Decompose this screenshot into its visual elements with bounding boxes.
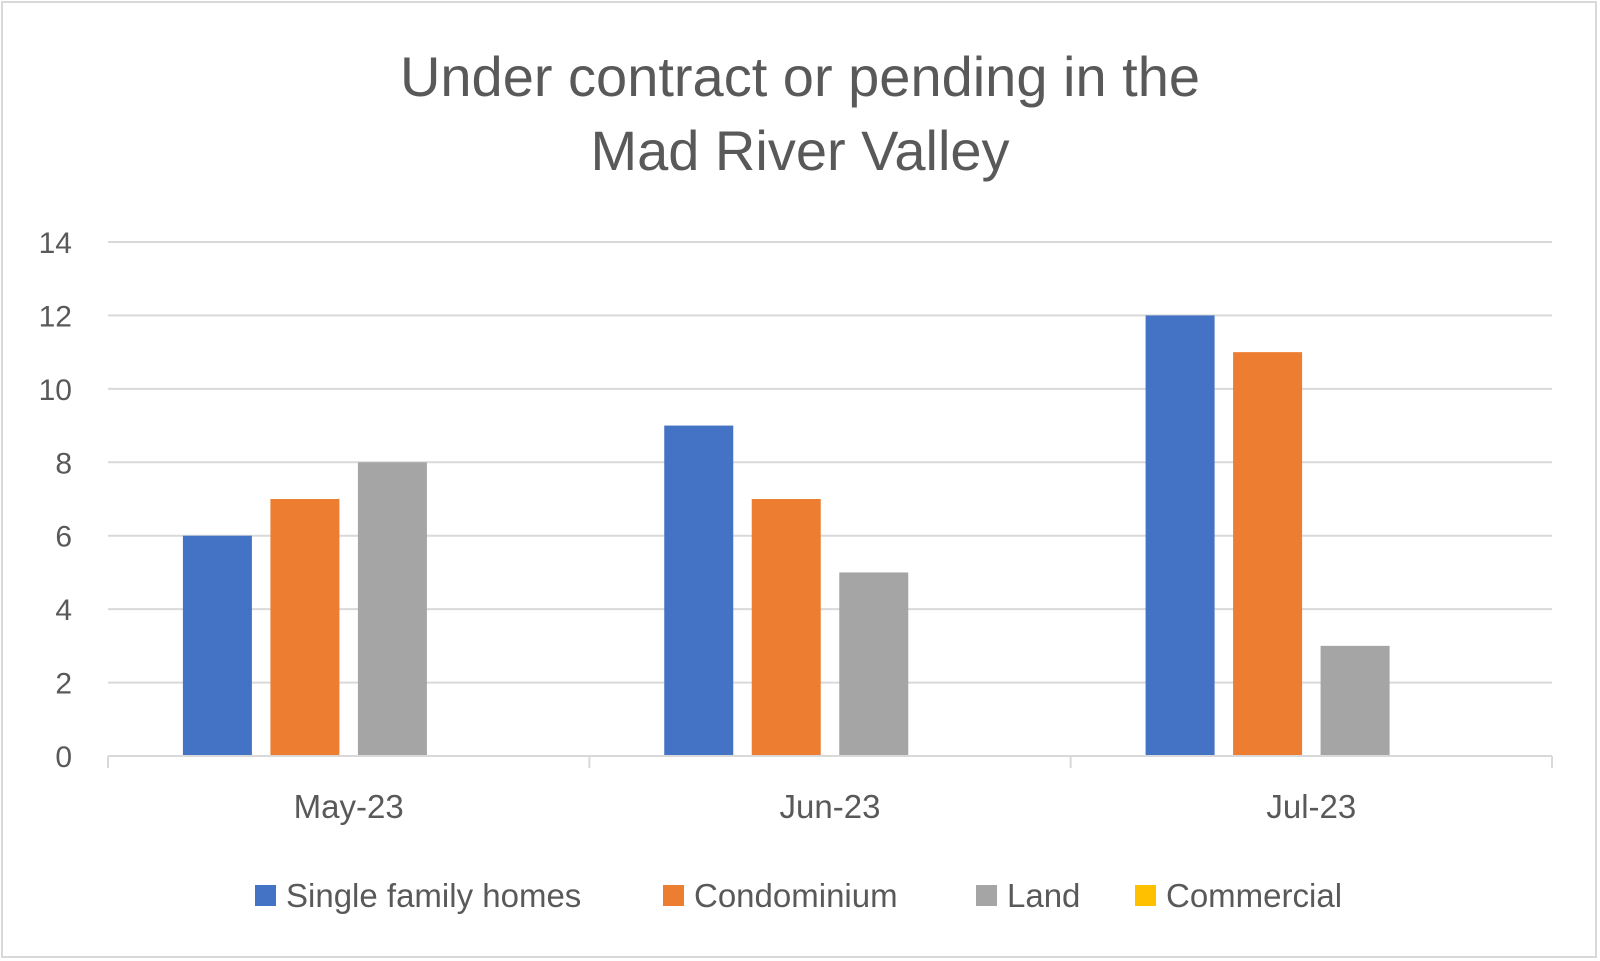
y-tick-label: 0 xyxy=(55,741,72,774)
x-category-label: Jul-23 xyxy=(1266,788,1356,825)
bar xyxy=(1233,352,1303,756)
legend-label: Commercial xyxy=(1166,877,1342,914)
x-category-label: May-23 xyxy=(294,788,404,825)
y-tick-label: 8 xyxy=(55,447,72,480)
bar xyxy=(1145,315,1215,756)
legend-swatch xyxy=(976,885,997,906)
bar xyxy=(839,572,909,756)
y-tick-label: 4 xyxy=(55,594,72,627)
y-tick-label: 10 xyxy=(39,374,72,407)
x-category-label: Jun-23 xyxy=(780,788,881,825)
legend-swatch xyxy=(663,885,684,906)
bar-series xyxy=(182,315,1390,756)
bar xyxy=(270,499,340,756)
bar xyxy=(664,425,734,756)
chart-title-line-2: Mad River Valley xyxy=(590,119,1010,182)
bar xyxy=(182,535,252,756)
y-axis-ticks: 0 2 4 6 8 10 12 14 xyxy=(39,227,72,774)
bar xyxy=(357,462,427,756)
y-tick-label: 2 xyxy=(55,668,72,701)
legend-swatch xyxy=(255,885,276,906)
legend-label: Land xyxy=(1007,877,1080,914)
y-tick-label: 14 xyxy=(39,227,72,260)
chart-title-line-1: Under contract or pending in the xyxy=(399,45,1201,108)
legend-label: Single family homes xyxy=(286,877,581,914)
y-tick-label: 6 xyxy=(55,521,72,554)
chart-title: Under contract or pending in the Mad Riv… xyxy=(0,40,1600,188)
bar xyxy=(1320,645,1390,756)
legend-swatch xyxy=(1135,885,1156,906)
y-tick-label: 12 xyxy=(39,300,72,333)
x-axis: May-23 Jun-23 Jul-23 xyxy=(107,755,1553,825)
bar xyxy=(751,499,821,756)
legend: Single family homes Condominium Land Commer… xyxy=(255,877,1342,914)
legend-label: Condominium xyxy=(694,877,898,914)
gridlines xyxy=(108,241,1552,684)
